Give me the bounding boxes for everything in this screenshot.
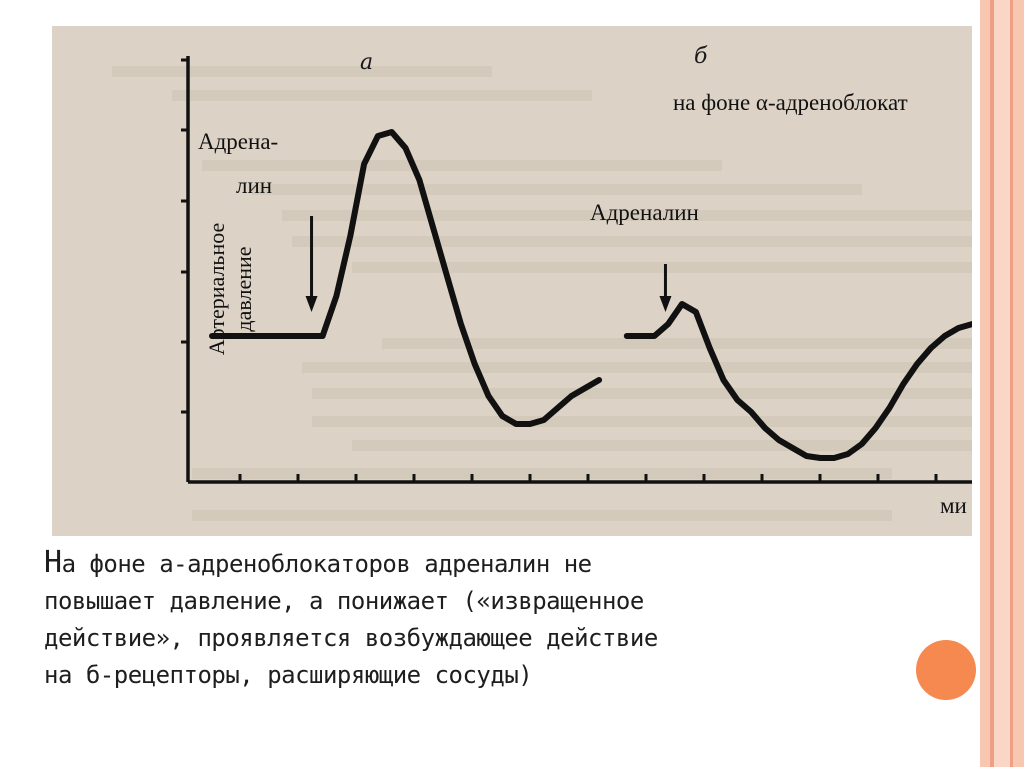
decor-stripe-5 [1013,0,1024,767]
background-text-band [352,440,972,451]
background-text-band [192,468,892,479]
decor-stripe-1 [980,0,990,767]
blood-pressure-chart [112,56,972,521]
panel-a-letter: а [360,50,374,75]
background-text-band [252,184,862,195]
panel-b-subtitle: на фоне α-адреноблокат [673,90,908,115]
background-text-band [352,262,972,273]
background-text-band [202,160,722,171]
caption-line: На фоне а-адреноблокаторов адреналин не [44,544,924,583]
decor-stripe-4 [1010,0,1013,767]
caption-line: действие», проявляется возбуждающее дейс… [44,620,924,657]
y-axis-label-line: Артериальное [204,222,229,356]
background-text-band [282,210,972,221]
caption-line-text: действие», проявляется возбуждающее дейс… [44,624,658,652]
caption-line: на б-рецепторы, расширяющие сосуды) [44,657,924,694]
background-text-band [312,388,972,399]
background-text-band [292,236,972,247]
series-line-panel-a [209,129,603,427]
background-text-band [112,66,492,77]
decor-stripe-3 [994,0,1010,767]
background-text-band [302,362,972,373]
chart-scan: Артериальное давление а б на фоне α-адре… [52,26,972,536]
x-axis-unit: ми [940,493,967,518]
slide-caption: На фоне а-адреноблокаторов адреналин не … [44,544,924,694]
injection-arrow-head [659,296,672,312]
annotation-a-line: Адрена- [198,129,279,154]
y-axis-label-line: давление [231,246,256,332]
injection-arrow-head [305,296,318,312]
decor-stripe-2 [990,0,994,767]
accent-circle [916,640,976,700]
series-line-panel-b [623,301,972,461]
caption-line-text: а фоне а-адреноблокаторов адреналин не [61,550,593,578]
background-text-band [382,338,972,349]
background-text-band [312,416,972,427]
annotation-b-label: Адреналин [590,200,699,225]
caption-line: повышает давление, а понижает («извращен… [44,583,924,620]
annotation-a-line: лин [236,173,273,198]
caption-initial: Н [44,545,62,580]
background-text-band [172,90,592,101]
background-text-band [192,510,892,521]
caption-line-text: на б-рецепторы, расширяющие сосуды) [44,661,533,689]
y-axis-label: Артериальное давление [203,169,257,409]
caption-line-text: повышает давление, а понижает («извращен… [44,587,644,615]
panel-b-letter: б [694,44,708,69]
